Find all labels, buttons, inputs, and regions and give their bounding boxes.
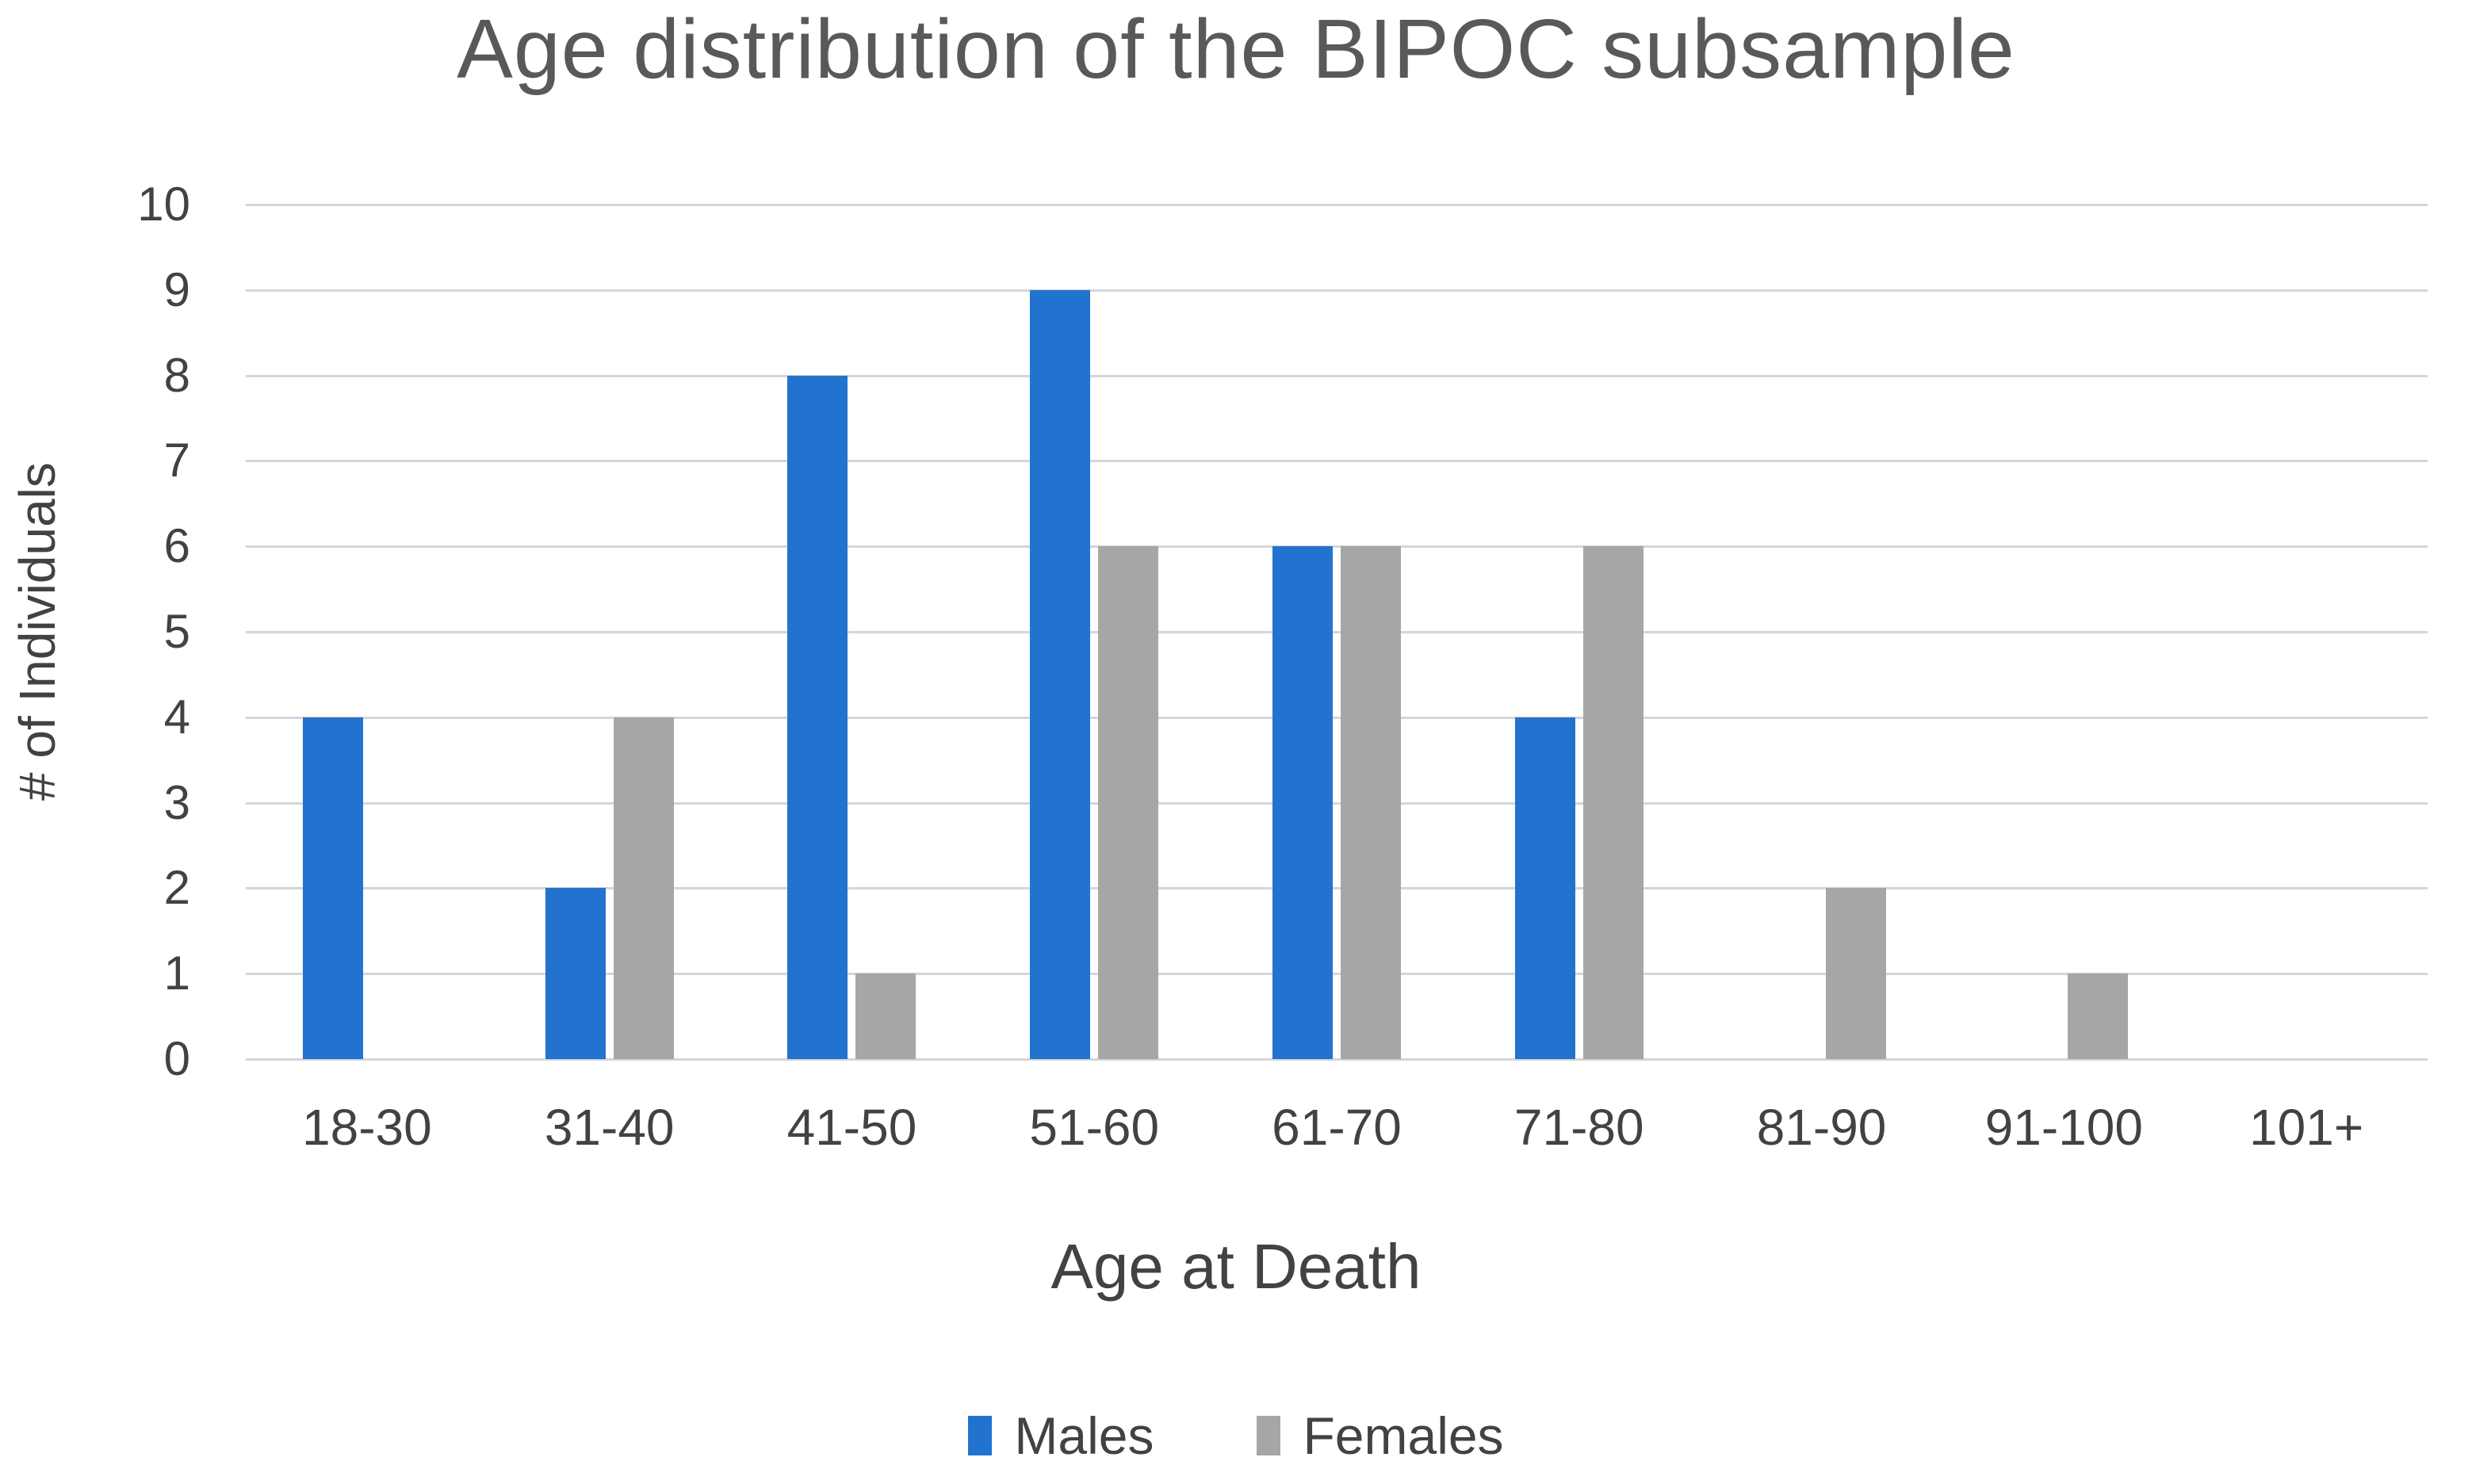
- y-tick-label-2: 2: [163, 861, 190, 915]
- bar-females-51-60: [1098, 546, 1159, 1059]
- y-tick-label-7: 7: [163, 434, 190, 488]
- y-tick-label-8: 8: [163, 348, 190, 402]
- bar-males-31-40: [545, 888, 606, 1059]
- gridline-2: [246, 887, 2428, 890]
- legend-label-males: Males: [1014, 1406, 1154, 1465]
- x-tick-label-41-50: 41-50: [786, 1099, 917, 1156]
- y-tick-label-5: 5: [163, 605, 190, 658]
- gridline-0: [246, 1058, 2428, 1061]
- gridline-4: [246, 716, 2428, 719]
- y-tick-label-0: 0: [163, 1032, 190, 1085]
- bar-females-61-70: [1341, 546, 1401, 1059]
- plot-area: [246, 204, 2428, 1061]
- y-tick-label-3: 3: [163, 775, 190, 829]
- x-tick-label-18-30: 18-30: [302, 1099, 432, 1156]
- x-tick-label-51-60: 51-60: [1029, 1099, 1160, 1156]
- bar-males-61-70: [1272, 546, 1333, 1059]
- bar-females-81-90: [1825, 888, 1886, 1059]
- gridline-5: [246, 631, 2428, 633]
- legend-swatch-females: [1257, 1416, 1281, 1455]
- y-tick-label-6: 6: [163, 519, 190, 573]
- x-axis-title: Age at Death: [1050, 1231, 1422, 1302]
- x-tick-label-101+: 101+: [2249, 1099, 2364, 1156]
- x-tick-label-61-70: 61-70: [1272, 1099, 1402, 1156]
- x-axis-ticks: 18-30 31-40 41-50 51-60 61-70 71-80 81-90 91-10…: [246, 1102, 2428, 1165]
- gridline-9: [246, 289, 2428, 292]
- x-tick-label-71-80: 71-80: [1513, 1099, 1644, 1156]
- x-tick-label-81-90: 81-90: [1756, 1099, 1887, 1156]
- gridline-6: [246, 545, 2428, 549]
- bar-males-41-50: [787, 375, 848, 1059]
- chart-title: Age distribution of the BIPOC subsample: [457, 2, 2015, 96]
- gridline-1: [246, 973, 2428, 976]
- chart-legend: Males Females: [0, 1409, 2472, 1462]
- bar-males-71-80: [1514, 717, 1575, 1059]
- legend-item-males: Males: [968, 1409, 1154, 1462]
- y-axis-ticks: 0 1 2 3 4 5 6 7 8 9 10: [63, 181, 190, 1083]
- bar-females-41-50: [855, 973, 916, 1059]
- bar-females-31-40: [613, 717, 674, 1059]
- y-tick-label-10: 10: [137, 178, 190, 231]
- bar-females-91-100: [2068, 973, 2129, 1059]
- y-tick-label-4: 4: [163, 690, 190, 744]
- gridline-3: [246, 801, 2428, 805]
- legend-item-females: Females: [1257, 1406, 1504, 1465]
- legend-label-females: Females: [1303, 1406, 1504, 1465]
- gridline-10: [246, 204, 2428, 206]
- legend-swatch-males: [968, 1416, 993, 1455]
- y-tick-label-1: 1: [163, 947, 190, 1000]
- bar-males-18-30: [302, 717, 363, 1059]
- bar-females-71-80: [1582, 546, 1644, 1059]
- y-tick-label-9: 9: [163, 262, 190, 316]
- gridline-8: [246, 374, 2428, 377]
- x-tick-label-31-40: 31-40: [544, 1099, 675, 1156]
- x-tick-label-91-100: 91-100: [1984, 1099, 2143, 1156]
- bar-males-51-60: [1030, 289, 1091, 1059]
- gridline-7: [246, 460, 2428, 463]
